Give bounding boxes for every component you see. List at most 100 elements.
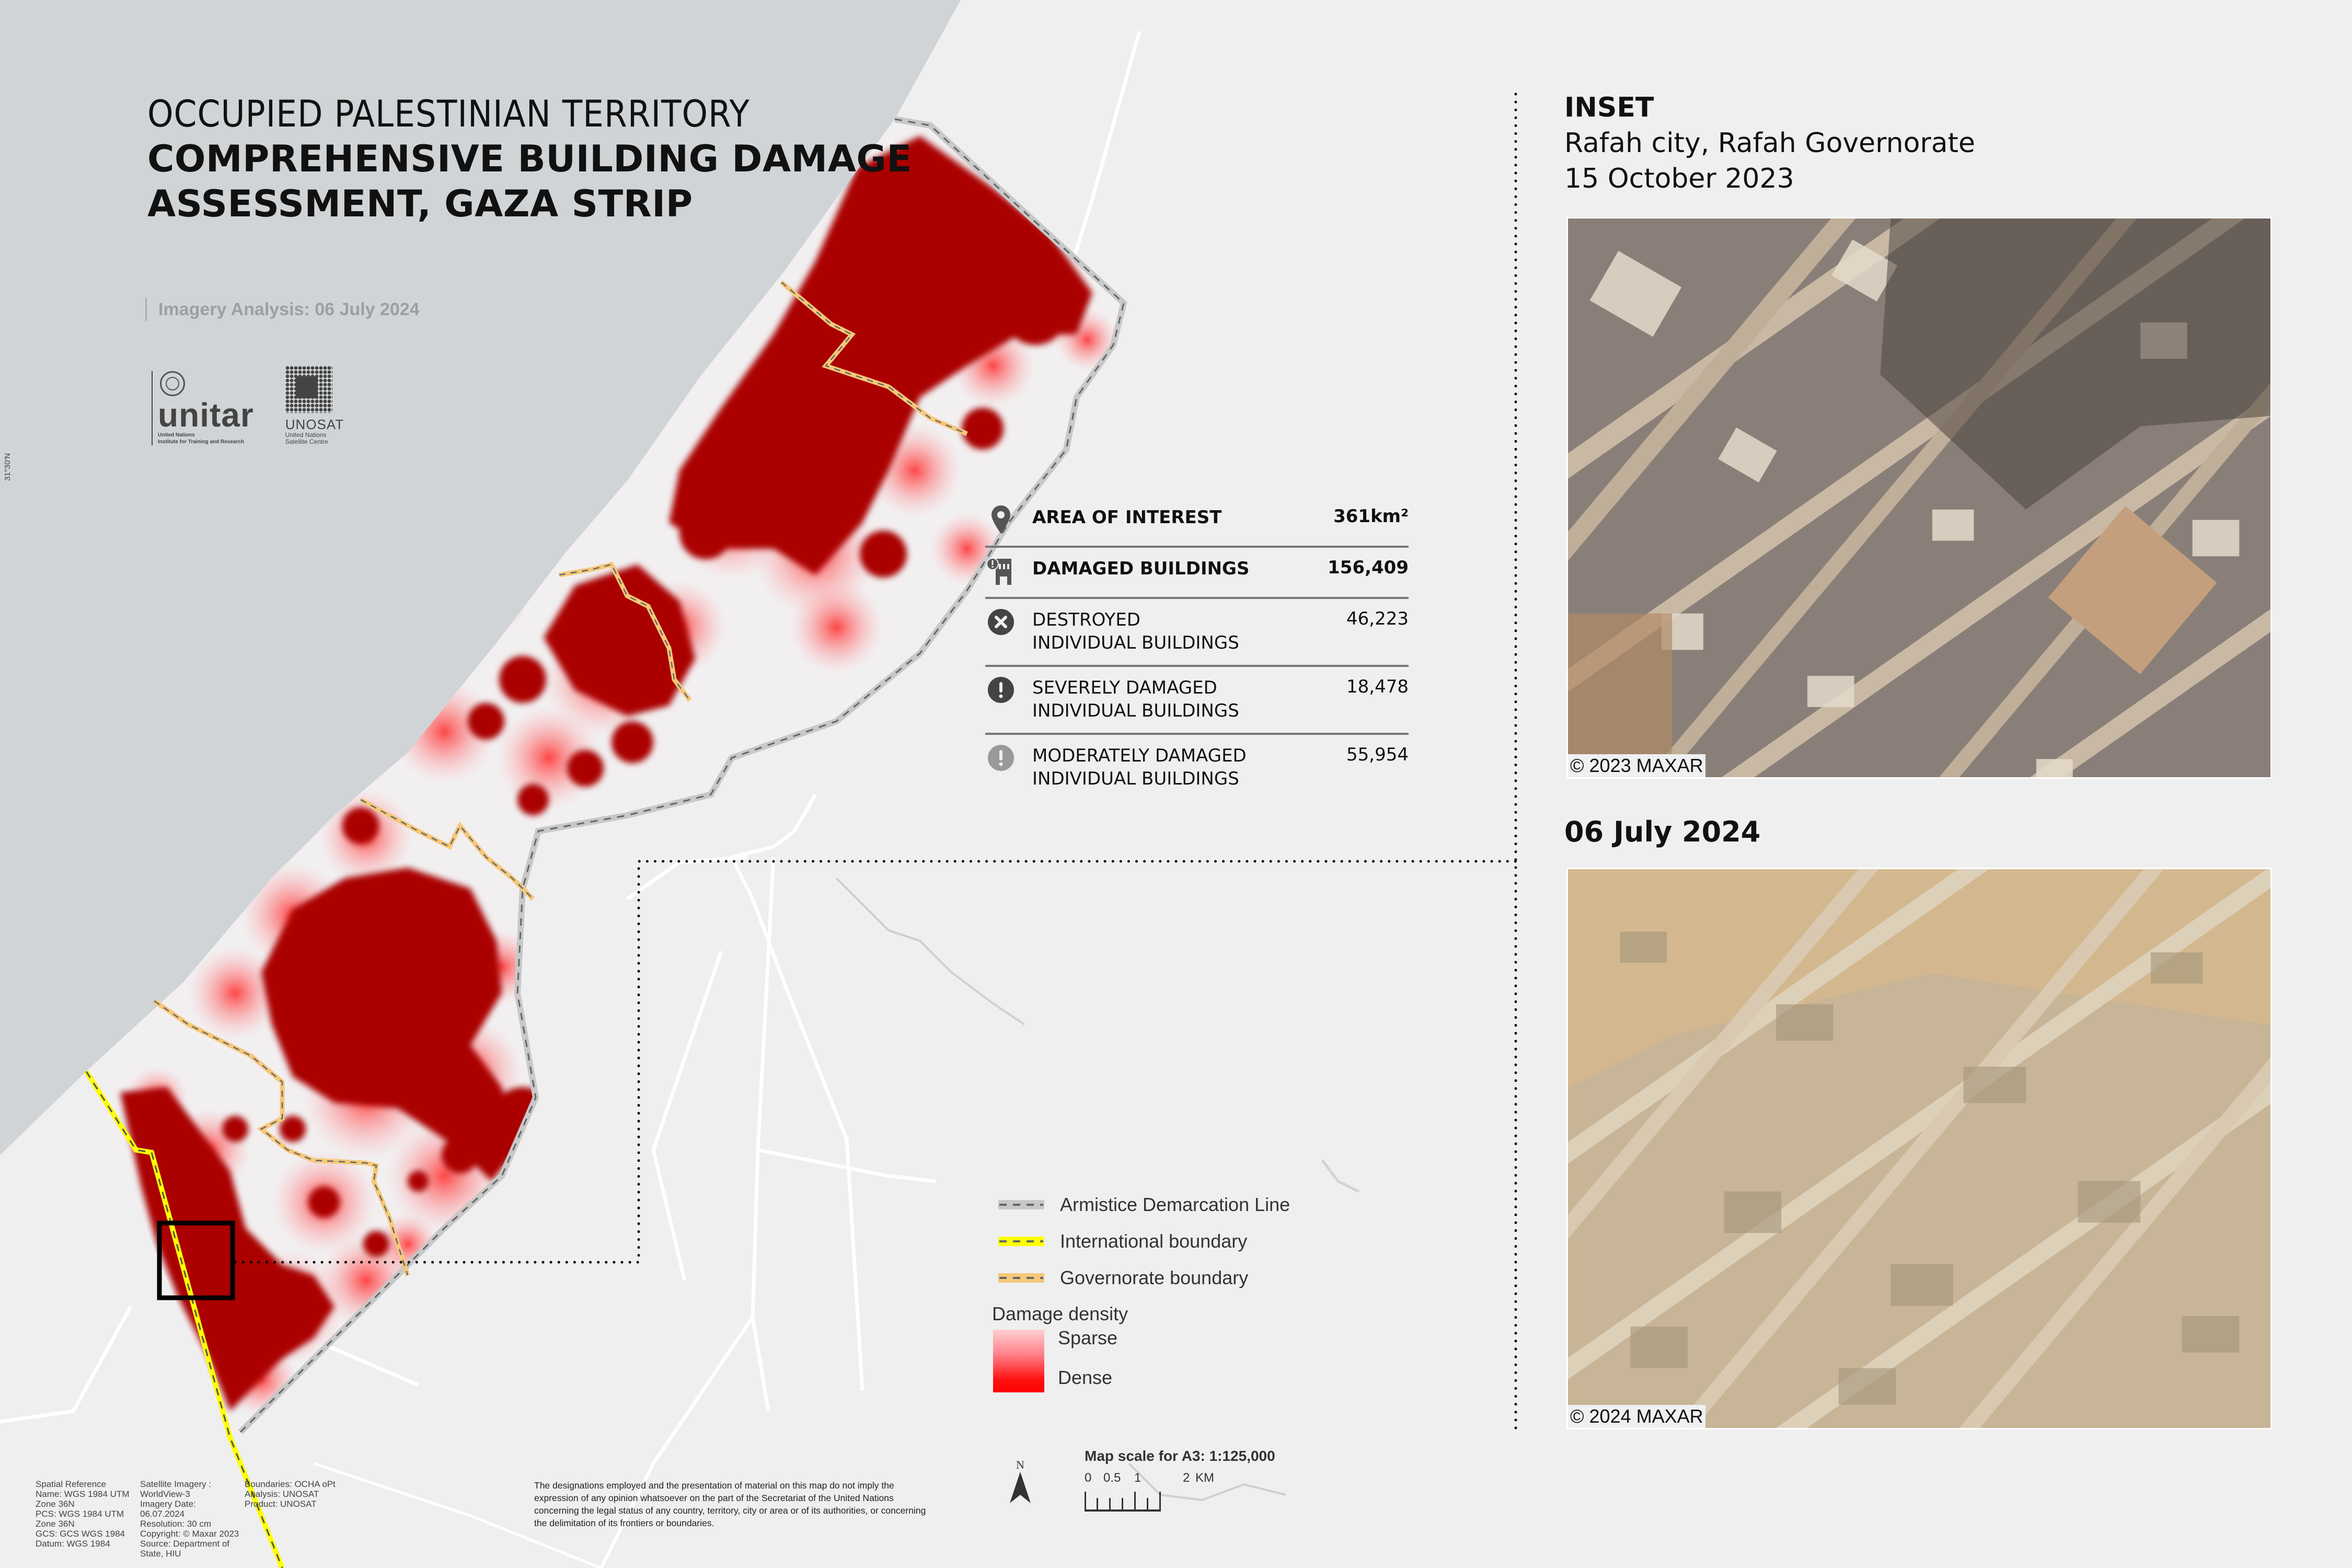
title-sub: ASSESSMENT, GAZA STRIP <box>147 182 693 225</box>
stat-label: DAMAGED BUILDINGS <box>1032 558 1250 579</box>
stat-label: MODERATELY DAMAGED <box>1032 745 1247 766</box>
stat-moderately-damaged: MODERATELY DAMAGED INDIVIDUAL BUILDINGS 5… <box>985 735 1409 801</box>
inset-title: INSET <box>1564 92 1654 123</box>
governorate-boundaries <box>153 280 968 1276</box>
meta-line: Analysis: UNOSAT <box>245 1489 319 1499</box>
meta-line: Zone 36N <box>36 1519 75 1529</box>
map-title: OCCUPIED PALESTINIAN TERRITORY COMPREHEN… <box>147 91 912 226</box>
unosat-sub1: United Nations <box>285 431 327 439</box>
legend-governorate: Governorate boundary <box>998 1260 1290 1296</box>
meta-line: GCS: GCS WGS 1984 <box>36 1529 125 1539</box>
international-boundary-swatch-icon <box>998 1237 1044 1246</box>
north-arrow: N <box>1009 1458 1032 1508</box>
stat-value: 361km² <box>1333 506 1409 527</box>
north-label: N <box>1016 1458 1024 1471</box>
satellite-image-2023 <box>1568 218 2270 777</box>
governorate-boundary-swatch-icon <box>998 1273 1044 1283</box>
moderate-exclamation-icon <box>985 742 1017 774</box>
map-metadata: Spatial Reference Name: WGS 1984 UTM Zon… <box>36 1479 344 1559</box>
copyright-2023: © 2023 MAXAR <box>1568 754 1705 777</box>
scale-bar <box>1085 1492 1161 1512</box>
unitar-wordmark: unitar <box>158 396 254 434</box>
sea-area <box>0 0 961 1155</box>
legend-international: International boundary <box>998 1223 1290 1260</box>
stat-value: 46,223 <box>1346 608 1409 629</box>
legend-density-title: Damage density <box>992 1303 1128 1324</box>
meta-line: Source: Department of <box>140 1539 230 1549</box>
severe-exclamation-icon <box>985 674 1017 706</box>
meta-line: Spatial Reference <box>36 1479 107 1489</box>
meta-line: Resolution: 30 cm <box>140 1519 212 1529</box>
unitar-sub1: United Nations <box>158 432 195 438</box>
destroyed-x-icon <box>985 606 1017 638</box>
tick-label: KM <box>1195 1471 1214 1485</box>
inset-location: Rafah city, Rafah Governorate <box>1564 128 1976 159</box>
title-country: OCCUPIED PALESTINIAN TERRITORY <box>147 93 750 135</box>
satellite-image-2024 <box>1568 869 2270 1428</box>
meta-line: Datum: WGS 1984 <box>36 1539 110 1549</box>
inset-after-date: 06 July 2024 <box>1564 815 1761 848</box>
stat-label: DESTROYED <box>1032 609 1140 630</box>
tick-label: 0 <box>1085 1471 1092 1485</box>
tick-label: 1 <box>1134 1471 1142 1485</box>
unosat-sub2: Satellite Centre <box>285 438 328 445</box>
density-gradient-swatch <box>993 1330 1044 1392</box>
stat-value: 55,954 <box>1346 744 1409 765</box>
tick-label: 0.5 <box>1103 1471 1121 1485</box>
unitar-logo: unitar United Nations Institute for Trai… <box>152 371 254 445</box>
damage-statistics: AREA OF INTEREST 361km² DAMAGED BUILDING… <box>985 497 1409 801</box>
map-legend: Armistice Demarcation Line International… <box>992 1186 1290 1392</box>
stat-severely-damaged: SEVERELY DAMAGED INDIVIDUAL BUILDINGS 18,… <box>985 667 1409 735</box>
legend-armistice: Armistice Demarcation Line <box>998 1186 1290 1223</box>
stat-label-2: INDIVIDUAL BUILDINGS <box>1032 632 1239 653</box>
damaged-building-icon <box>985 555 1017 586</box>
inset-location-box <box>157 1220 235 1300</box>
satellite-imagery-info: Satellite Imagery : WorldView-3 Imagery … <box>140 1479 239 1559</box>
meta-line: Imagery Date: 06.07.2024 <box>140 1499 196 1519</box>
title-main: COMPREHENSIVE BUILDING DAMAGE <box>147 137 912 180</box>
credits: Boundaries: OCHA oPt Analysis: UNOSAT Pr… <box>245 1479 344 1559</box>
scale-title: Map scale for A3: 1:125,000 <box>1085 1448 1275 1464</box>
inset-image-after[interactable]: © 2024 MAXAR <box>1566 868 2272 1429</box>
stat-value: 156,409 <box>1328 557 1409 578</box>
inset-before-date: 15 October 2023 <box>1564 163 1794 194</box>
meta-line: State, HIU <box>140 1549 181 1559</box>
north-arrow-icon <box>1010 1472 1031 1503</box>
spatial-reference: Spatial Reference Name: WGS 1984 UTM Zon… <box>36 1479 135 1559</box>
unosat-name: UNOSAT <box>285 417 344 432</box>
stat-label: SEVERELY DAMAGED <box>1032 677 1217 698</box>
unosat-logo: UNOSAT United Nations Satellite Centre <box>285 366 344 445</box>
meta-line: Zone 36N <box>36 1499 75 1509</box>
inset-image-before[interactable]: © 2023 MAXAR <box>1566 217 2272 779</box>
unitar-sub2: Institute for Training and Research <box>158 439 245 445</box>
legend-label: International boundary <box>1060 1230 1248 1252</box>
density-sparse-label: Sparse <box>1058 1327 1118 1348</box>
disclaimer: The designations employed and the presen… <box>534 1480 926 1528</box>
stat-value: 18,478 <box>1346 676 1409 697</box>
stat-damaged-buildings: DAMAGED BUILDINGS 156,409 <box>985 548 1409 599</box>
scale-tick-labels: 0 0.5 1 2 KM <box>1085 1471 1241 1486</box>
imagery-analysis-date: Imagery Analysis: 06 July 2024 <box>145 298 420 321</box>
logos: unitar United Nations Institute for Trai… <box>152 366 344 445</box>
tick-label: 2 <box>1183 1471 1190 1485</box>
armistice-line-swatch-icon <box>998 1200 1044 1209</box>
meta-line: Product: UNOSAT <box>245 1499 317 1509</box>
legend-density: Sparse Dense <box>993 1327 1290 1392</box>
copyright-2024: © 2024 MAXAR <box>1568 1405 1705 1428</box>
meta-line: WorldView-3 <box>140 1489 190 1499</box>
inset-header: INSET Rafah city, Rafah Governorate 15 O… <box>1564 90 1975 197</box>
unosat-dot-icon <box>285 366 332 413</box>
stat-area-of-interest: AREA OF INTEREST 361km² <box>985 497 1409 548</box>
legend-label: Armistice Demarcation Line <box>1060 1194 1290 1215</box>
meta-line: PCS: WGS 1984 UTM <box>36 1509 124 1519</box>
stat-label: AREA OF INTEREST <box>1032 507 1222 528</box>
meta-line: Satellite Imagery : <box>140 1479 212 1489</box>
legend-label: Governorate boundary <box>1060 1267 1249 1288</box>
stat-label-2: INDIVIDUAL BUILDINGS <box>1032 768 1239 789</box>
stat-destroyed: DESTROYED INDIVIDUAL BUILDINGS 46,223 <box>985 599 1409 667</box>
un-emblem-icon <box>160 371 185 396</box>
map-pin-icon <box>985 504 1017 535</box>
density-dense-label: Dense <box>1058 1367 1113 1388</box>
meta-line: Boundaries: OCHA oPt <box>245 1479 336 1489</box>
